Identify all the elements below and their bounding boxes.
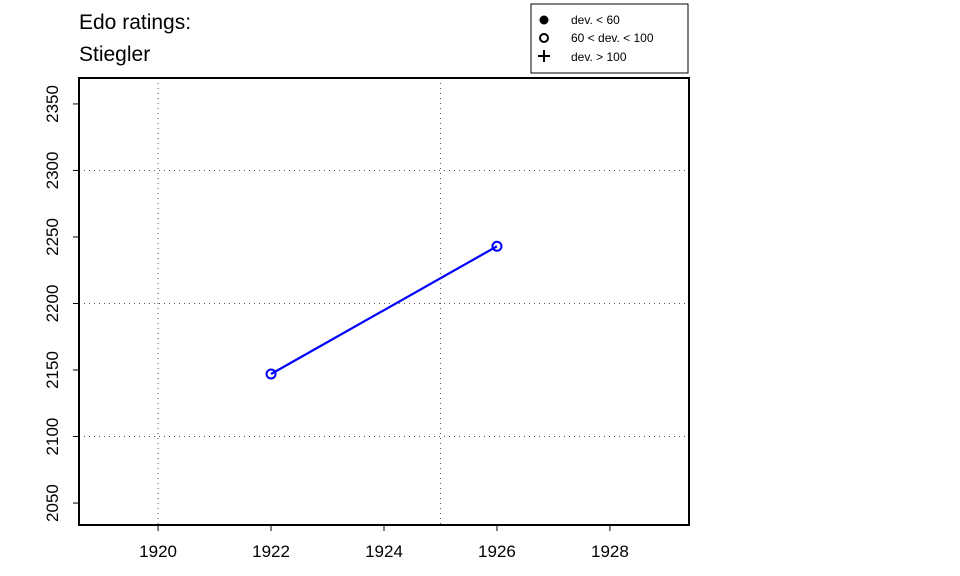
open-circle-icon — [539, 33, 549, 43]
legend-box — [530, 3, 689, 74]
y-tick-label: 2250 — [43, 218, 62, 256]
x-tick-label: 1920 — [139, 542, 177, 561]
legend-label: dev. < 60 — [571, 13, 620, 27]
x-tick-label: 1922 — [252, 542, 290, 561]
legend-label: dev. > 100 — [571, 50, 627, 64]
data-point — [491, 240, 503, 252]
legend-label: 60 < dev. < 100 — [571, 31, 654, 45]
x-tick-label: 1928 — [591, 542, 629, 561]
y-tick-label: 2350 — [43, 85, 62, 123]
legend: dev. < 60 60 < dev. < 100 dev. > 100 — [530, 3, 689, 74]
y-tick-label: 2200 — [43, 285, 62, 323]
plus-icon — [538, 50, 550, 62]
x-tick-label: 1924 — [365, 542, 403, 561]
chart-title-line-1: Edo ratings: — [79, 11, 191, 34]
y-axis: 2050 2100 2150 2200 2250 2300 2350 — [43, 85, 79, 522]
filled-circle-icon — [539, 15, 549, 25]
y-tick-label: 2100 — [43, 418, 62, 456]
data-point — [265, 368, 277, 380]
y-tick-label: 2050 — [43, 484, 62, 522]
x-axis: 1920 1922 1924 1926 1928 — [139, 525, 629, 561]
chart-title-line-2: Stiegler — [79, 43, 150, 66]
series — [265, 240, 503, 380]
grid — [79, 78, 689, 525]
y-tick-label: 2300 — [43, 152, 62, 190]
y-tick-label: 2150 — [43, 351, 62, 389]
x-tick-label: 1926 — [478, 542, 516, 561]
series-line — [270, 245, 498, 375]
plot-frame — [78, 77, 690, 526]
